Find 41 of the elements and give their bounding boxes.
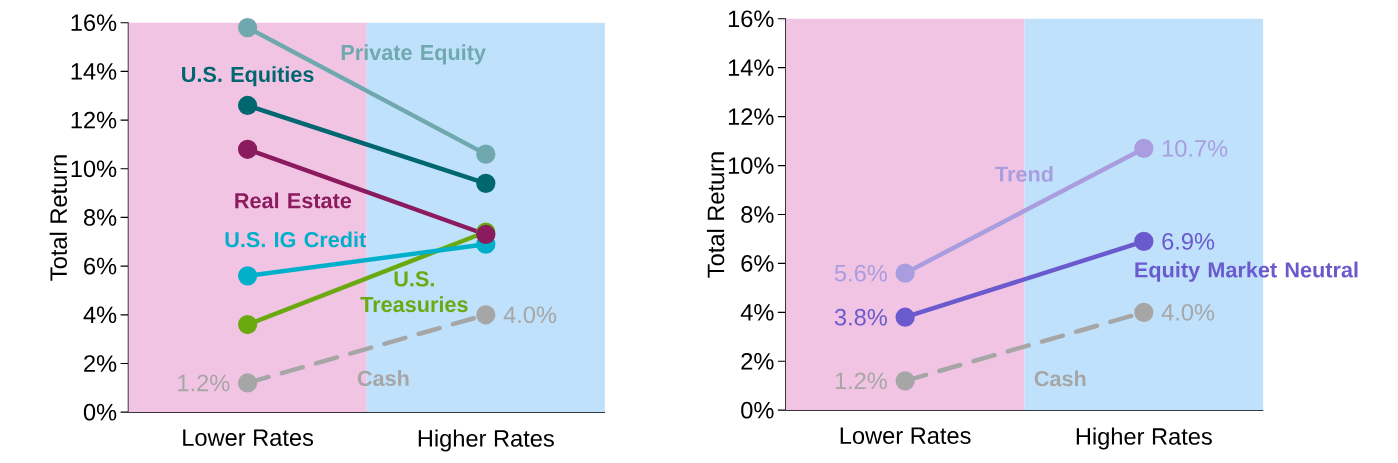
x-tick-label: Lower Rates (183, 429, 314, 447)
data-label: 5.6% (834, 265, 887, 282)
data-label: 3.8% (834, 309, 887, 326)
y-tick-label: 8% (741, 206, 774, 224)
y-tick-label: 10% (728, 157, 774, 175)
series-label: Trend (995, 166, 1053, 183)
y-tick-label: 12% (728, 108, 774, 126)
y-tick-label: 2% (84, 355, 117, 373)
y-tick-label: 0% (741, 402, 774, 419)
y-tick-label: 12% (71, 111, 117, 129)
series-label: U.S. Equities (182, 66, 314, 87)
data-label: 4.0% (1161, 304, 1215, 321)
y-tick-label: 16% (728, 10, 774, 28)
y-axis-title: Total Return (706, 152, 725, 278)
y-tick-label: 4% (83, 306, 117, 324)
y-tick-label: 16% (71, 14, 117, 32)
y-tick-label: 8% (83, 209, 117, 227)
y-tick-label: 6% (84, 257, 117, 275)
y-tick-label: 14% (71, 63, 117, 80)
x-tick-label: Lower Rates (840, 427, 971, 445)
data-label: 1.2% (178, 374, 230, 392)
series-label: U.S. IG Credit (225, 231, 366, 248)
series-label: U.S. Treasuries (360, 271, 468, 313)
y-tick-label: 10% (71, 160, 117, 178)
series-label: Private Equity (341, 44, 486, 65)
series-label: Cash (1034, 370, 1086, 387)
y-tick-label: 14% (728, 59, 774, 77)
data-label: 1.2% (835, 372, 887, 390)
y-tick-label: 4% (740, 304, 774, 321)
x-tick-label: Higher Rates (1076, 427, 1212, 450)
series-label: Cash (357, 370, 409, 387)
series-label: Equity Market Neutral (1135, 261, 1358, 283)
x-tick-label: Higher Rates (418, 429, 554, 452)
y-tick-label: 0% (83, 404, 117, 421)
y-axis-title: Total Return (49, 155, 68, 281)
series-label: Real Estate (235, 192, 352, 209)
y-tick-label: 2% (741, 353, 774, 370)
data-label: 6.9% (1162, 233, 1215, 250)
data-label: 10.7% (1162, 140, 1228, 158)
data-label: 4.0% (503, 306, 557, 324)
y-tick-label: 6% (741, 255, 774, 272)
